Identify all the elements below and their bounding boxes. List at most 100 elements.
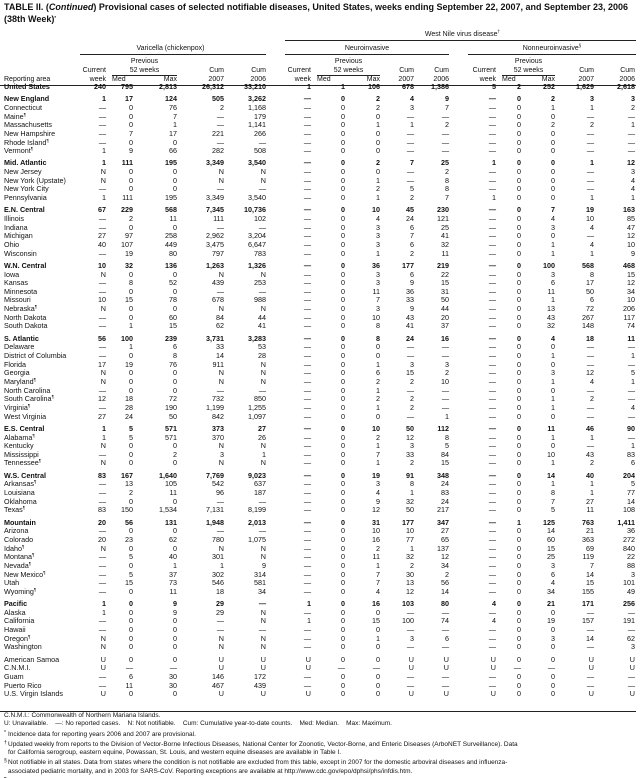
table-row: New England 1 17 124 505 3,262 — 0 2 4 9 — 0 2 3 3 — [0, 92, 635, 104]
value-cell: — — [627, 671, 635, 681]
value-cell: 2 — [376, 432, 380, 442]
value-cell: 2 — [410, 193, 414, 203]
value-cell: 230 — [437, 205, 449, 215]
value-cell: 783 — [254, 248, 266, 258]
value-cell: 911 — [212, 359, 224, 369]
reporting-area-cell: Mississippi — [4, 449, 39, 459]
value-cell: 0 — [341, 560, 345, 570]
value-cell: 17 — [586, 278, 594, 288]
varicella-week-label: week — [89, 76, 106, 83]
value-cell: — — [303, 534, 311, 544]
table-row: Pacific 1 0 9 29 — 1 0 16 103 80 4 0 21 171 256 — [0, 597, 635, 609]
value-cell: 0 — [517, 184, 521, 194]
value-cell: 1 — [492, 158, 496, 168]
value-cell: 191 — [623, 616, 635, 626]
table-row: United States 240 795 2,813 26,312 33,210 1 1 10… — [0, 82, 635, 92]
value-cell: 797 — [212, 248, 224, 258]
value-cell: 0 — [551, 137, 555, 147]
value-cell: 1 — [376, 458, 380, 468]
value-cell: — — [258, 599, 266, 609]
value-cell: 2 — [410, 458, 414, 468]
value-cell: 0 — [517, 137, 521, 147]
value-cell: 373 — [212, 423, 224, 433]
table-title: TABLE II. (Continued) Provisional cases … — [4, 2, 629, 24]
value-cell: 73 — [169, 578, 177, 588]
footnote-legend: U: Unavailable. —: No reported cases. N:… — [4, 720, 392, 728]
value-cell: 2 — [173, 449, 177, 459]
value-cell: — — [303, 578, 311, 588]
value-cell: N — [260, 167, 266, 177]
value-cell: 542 — [212, 479, 224, 489]
value-cell: 314 — [254, 569, 266, 579]
value-cell: — — [303, 321, 311, 331]
value-cell: 30 — [169, 680, 177, 690]
value-cell: — — [98, 671, 106, 681]
value-cell: — — [303, 351, 311, 360]
value-cell: 9 — [631, 248, 635, 258]
footnote: associated pediatric mortality, and in 2… — [8, 767, 413, 775]
value-cell: 10,736 — [244, 205, 266, 215]
value-cell: 0 — [341, 625, 345, 635]
value-cell: 27 — [98, 411, 106, 421]
table-row: Oklahoma — 0 0 — — — 0 9 32 24 — 0 7 27 14 — [0, 496, 635, 507]
value-cell: 34 — [627, 286, 635, 296]
value-cell: 10 — [547, 449, 555, 459]
value-cell: 0 — [173, 633, 177, 643]
value-cell: — — [441, 146, 449, 156]
value-cell: 27 — [441, 526, 449, 536]
value-cell: — — [303, 394, 311, 404]
value-cell: 0 — [517, 607, 521, 617]
value-cell: 4 — [590, 239, 594, 249]
value-cell: N — [100, 376, 106, 386]
value-cell: 0 — [341, 385, 345, 395]
value-cell: — — [406, 137, 414, 147]
value-cell: 0 — [341, 205, 345, 215]
value-cell: — — [488, 175, 496, 185]
table-row: Oregon¶ N 0 0 N N — 0 1 3 6 — 0 3 14 62 — [0, 633, 635, 644]
value-cell: — — [303, 304, 311, 314]
value-cell: — — [441, 671, 449, 681]
value-cell: 0 — [129, 586, 133, 596]
value-cell: 0 — [517, 304, 521, 314]
value-cell: — — [98, 449, 106, 459]
value-cell: 0 — [341, 94, 345, 104]
value-cell: 571 — [165, 432, 177, 442]
value-cell: 2 — [376, 184, 380, 194]
value-cell: 2 — [410, 394, 414, 404]
value-cell: 0 — [517, 342, 521, 352]
value-cell: 0 — [517, 312, 521, 322]
value-cell: 9 — [410, 278, 414, 288]
reporting-area-cell: W.S. Central — [4, 470, 46, 480]
reporting-area-cell: North Dakota — [4, 312, 47, 322]
value-cell: — — [441, 642, 449, 652]
value-cell: — — [303, 411, 311, 421]
value-cell: 12 — [406, 586, 414, 596]
reporting-area-cell: Alaska — [4, 607, 26, 617]
value-cell: — — [586, 411, 594, 421]
value-cell: 4 — [492, 616, 496, 626]
value-cell: 1,326 — [248, 260, 266, 270]
value-cell: — — [98, 488, 106, 498]
value-cell: 0 — [129, 368, 133, 378]
value-cell: 32 — [406, 496, 414, 506]
value-cell: 0 — [551, 359, 555, 369]
value-cell: 3 — [551, 368, 555, 378]
value-cell: 7 — [410, 231, 414, 241]
divider — [112, 75, 177, 76]
value-cell: 467 — [212, 680, 224, 690]
value-cell: 1 — [551, 394, 555, 404]
value-cell: 1 — [129, 321, 133, 331]
value-cell: U — [305, 654, 311, 664]
value-cell: 0 — [173, 642, 177, 652]
value-cell: 1 — [551, 351, 555, 360]
reporting-area-cell: W.N. Central — [4, 260, 47, 270]
value-cell: 6 — [631, 458, 635, 468]
value-cell: 988 — [254, 295, 266, 305]
value-cell: 3 — [551, 222, 555, 232]
value-cell: — — [586, 625, 594, 635]
value-cell: 6 — [445, 633, 449, 643]
value-cell: 9 — [376, 496, 380, 506]
value-cell: 3 — [376, 304, 380, 314]
reporting-area-cell: Hawaii — [4, 625, 26, 635]
value-cell: 11 — [586, 505, 594, 515]
